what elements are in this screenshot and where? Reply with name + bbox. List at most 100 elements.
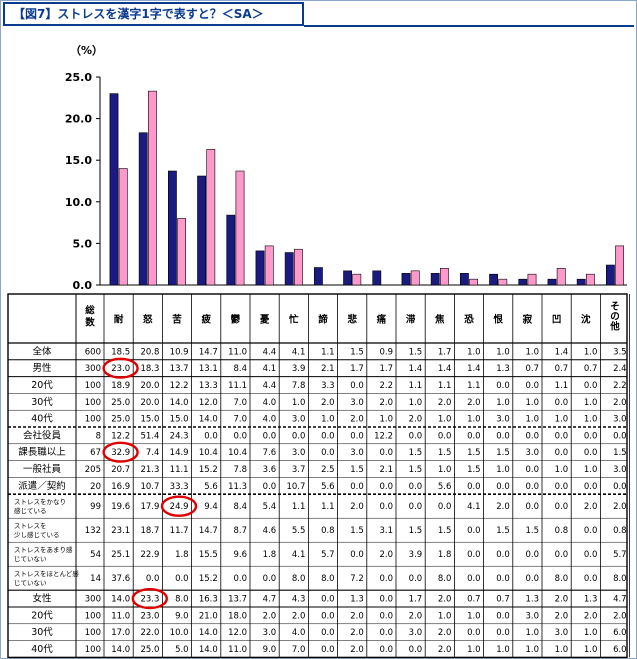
- cell-0-11: 1.7: [438, 347, 452, 357]
- cell-11-9: 2.0: [379, 550, 393, 560]
- cell-9-0: 19.6: [111, 502, 130, 512]
- row-total-10: 132: [85, 526, 101, 536]
- cell-8-17: 0.0: [613, 482, 627, 492]
- cell-13-0: 14.0: [111, 595, 130, 605]
- cell-8-16: 0.0: [584, 482, 598, 492]
- row-label-11: ストレスをあまり感: [14, 545, 73, 554]
- cell-7-7: 2.5: [321, 465, 335, 475]
- row-label-16: 40代: [31, 644, 53, 655]
- cell-7-12: 1.5: [467, 465, 481, 475]
- bar-s1-9: [372, 270, 382, 286]
- cell-1-11: 1.4: [438, 364, 452, 374]
- cell-3-12: 2.0: [467, 398, 481, 408]
- cell-1-9: 1.7: [379, 364, 393, 374]
- cell-15-5: 3.0: [263, 628, 277, 638]
- cell-15-13: 0.0: [496, 628, 510, 638]
- cell-3-3: 12.0: [199, 398, 218, 408]
- cell-4-15: 1.0: [555, 415, 569, 425]
- cell-11-12: 0.0: [467, 550, 481, 560]
- cell-7-3: 15.2: [199, 465, 218, 475]
- cell-6-7: 0.0: [321, 448, 335, 458]
- cell-14-14: 3.0: [525, 611, 539, 621]
- cell-13-10: 1.7: [409, 595, 423, 605]
- cell-3-11: 2.0: [438, 398, 452, 408]
- row-total-5: 8: [96, 431, 101, 441]
- cell-4-14: 1.0: [525, 415, 539, 425]
- cell-5-11: 0.0: [438, 431, 452, 441]
- cell-2-11: 1.1: [438, 381, 452, 391]
- cell-1-15: 0.7: [555, 364, 569, 374]
- cell-3-1: 20.0: [140, 398, 159, 408]
- cell-11-4: 9.6: [233, 550, 247, 560]
- cell-2-2: 12.2: [170, 381, 189, 391]
- cell-2-3: 13.3: [199, 381, 218, 391]
- cell-14-5: 2.0: [263, 611, 277, 621]
- cell-1-10: 1.4: [409, 364, 423, 374]
- row-label-11-cont: じていない: [14, 555, 47, 563]
- cell-6-3: 10.4: [199, 448, 218, 458]
- cell-2-8: 0.0: [350, 381, 364, 391]
- cell-9-2: 24.9: [170, 502, 189, 512]
- header-category-11: 焦: [434, 314, 445, 326]
- row-total-15: 100: [85, 628, 101, 638]
- cell-16-17: 6.0: [613, 645, 627, 655]
- cell-10-12: 0.0: [467, 526, 481, 536]
- cell-14-11: 1.0: [438, 611, 452, 621]
- cell-16-3: 14.0: [199, 645, 218, 655]
- cell-15-15: 3.0: [555, 628, 569, 638]
- row-label-8: 派遣／契約: [18, 480, 66, 492]
- cell-13-12: 0.7: [467, 595, 481, 605]
- bar-s2-3: [206, 149, 216, 286]
- cell-6-4: 10.4: [228, 448, 247, 458]
- header-category-15: 凹: [552, 315, 562, 326]
- cell-7-6: 3.7: [292, 465, 306, 475]
- header-category-0: 耐: [114, 314, 124, 326]
- cell-8-3: 5.6: [204, 482, 218, 492]
- cell-12-17: 8.0: [613, 574, 627, 584]
- cell-4-10: 2.0: [409, 415, 423, 425]
- bar-s2-16: [585, 273, 595, 286]
- cell-13-4: 13.7: [228, 595, 247, 605]
- cell-9-16: 2.0: [584, 502, 598, 512]
- cell-16-13: 1.0: [496, 645, 510, 655]
- cell-0-10: 1.5: [409, 347, 423, 357]
- cell-5-16: 0.0: [584, 431, 598, 441]
- cell-0-12: 1.0: [467, 347, 481, 357]
- row-label-13: 女性: [32, 593, 52, 605]
- cell-1-0: 23.0: [111, 364, 130, 374]
- cell-13-7: 0.0: [321, 595, 335, 605]
- cell-3-15: 0.0: [555, 398, 569, 408]
- row-total-8: 20: [90, 482, 101, 492]
- cell-13-2: 8.0: [175, 595, 189, 605]
- cell-5-1: 51.4: [140, 431, 159, 441]
- header-category-17: そ: [610, 302, 620, 313]
- cell-11-15: 0.0: [555, 550, 569, 560]
- cell-12-11: 8.0: [438, 574, 452, 584]
- cell-10-15: 0.8: [555, 526, 569, 536]
- bar-s1-11: [430, 273, 440, 286]
- y-tick-label: 10.0: [65, 196, 92, 209]
- bar-s1-10: [401, 273, 411, 286]
- cell-4-0: 25.0: [111, 415, 130, 425]
- cell-6-9: 0.0: [379, 448, 393, 458]
- cell-5-7: 0.0: [321, 431, 335, 441]
- cell-11-8: 0.0: [350, 550, 364, 560]
- cell-4-8: 2.0: [350, 415, 364, 425]
- y-tick-label: 0.0: [73, 279, 93, 292]
- header-category-6: 忙: [289, 314, 299, 326]
- cell-1-5: 4.1: [263, 364, 277, 374]
- cell-9-10: 0.0: [409, 502, 423, 512]
- bar-s1-15: [547, 278, 557, 286]
- y-tick-label: 20.0: [65, 113, 92, 126]
- cell-9-4: 8.4: [233, 502, 247, 512]
- cell-10-14: 1.5: [525, 526, 539, 536]
- row-total-0: 600: [85, 347, 101, 357]
- cell-8-1: 10.7: [140, 482, 159, 492]
- cell-8-10: 0.0: [409, 482, 423, 492]
- cell-0-14: 1.0: [525, 347, 539, 357]
- cell-6-10: 1.5: [409, 448, 423, 458]
- header-category-10: 滞: [406, 314, 416, 326]
- cell-1-16: 0.7: [584, 364, 598, 374]
- cell-12-15: 8.0: [555, 574, 569, 584]
- cell-0-5: 4.4: [263, 347, 277, 357]
